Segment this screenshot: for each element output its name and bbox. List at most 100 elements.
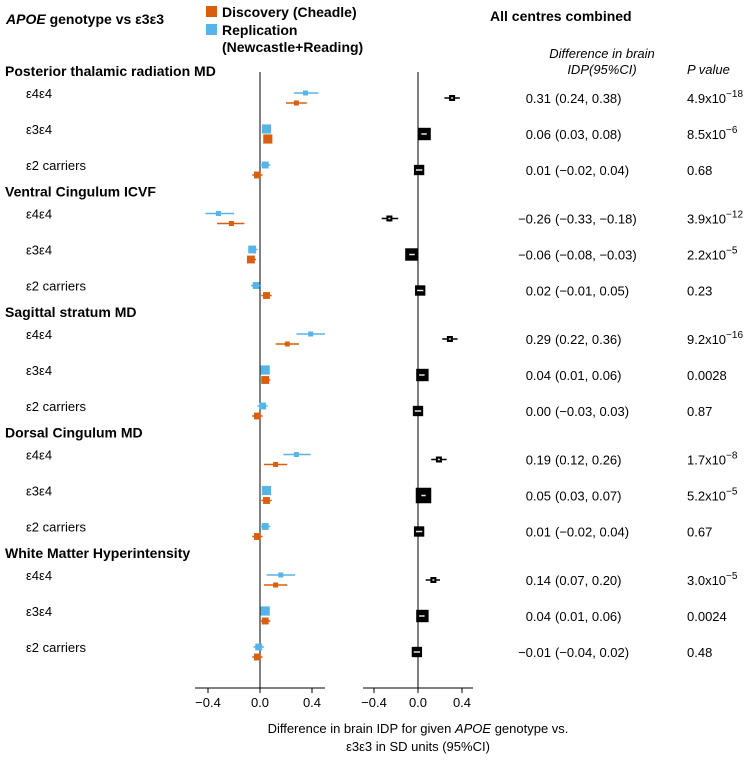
p-value: 1.7x10−8	[687, 451, 738, 468]
combined-value: 0.02	[526, 284, 551, 299]
p-value: 0.68	[687, 163, 712, 178]
combined-value: 0.01	[526, 163, 551, 178]
discovery-point	[293, 100, 299, 106]
x-axis-label-line2: ε3ε3 in SD units (95%CI)	[346, 739, 490, 754]
replication-point	[215, 211, 221, 216]
discovery-point	[263, 134, 273, 144]
combined-value: −0.06	[518, 248, 551, 263]
p-value: 4.9x10−18	[687, 89, 743, 106]
diff-column-header-line2: IDP(95%CI)	[567, 62, 636, 77]
combined-value: 0.29	[526, 332, 551, 347]
row-label: ε4ε4	[26, 207, 52, 222]
p-value: 0.87	[687, 404, 712, 419]
combined-ci-text: (0.01, 0.06)	[555, 609, 622, 624]
replication-point	[261, 124, 272, 134]
group-title: Dorsal Cingulum MD	[5, 425, 143, 441]
combined-value: 0.05	[526, 489, 551, 504]
p-value: 0.23	[687, 284, 712, 299]
p-value: 8.5x10−6	[687, 125, 738, 142]
combined-ci-text: (0.03, 0.07)	[555, 489, 622, 504]
row-label: ε2 carriers	[26, 640, 86, 655]
p-value: 2.2x10−5	[687, 246, 738, 263]
combined-ci-text: (0.24, 0.38)	[555, 91, 622, 106]
combined-ci-text: (0.07, 0.20)	[555, 573, 622, 588]
discovery-point	[273, 582, 279, 588]
combined-value: 0.04	[526, 609, 551, 624]
replication-point	[248, 245, 257, 254]
discovery-point	[253, 653, 261, 661]
combined-value: 0.01	[526, 525, 551, 540]
replication-point	[260, 606, 270, 616]
combined-ci-text: (−0.08, −0.03)	[555, 248, 637, 263]
discovery-point	[284, 341, 290, 347]
combined-ci-text: (0.03, 0.08)	[555, 127, 622, 142]
row-label: ε3ε4	[26, 243, 52, 258]
row-label: ε2 carriers	[26, 158, 86, 173]
group-title: White Matter Hyperintensity	[5, 545, 190, 561]
p-value: 0.67	[687, 525, 712, 540]
combined-value: 0.06	[526, 127, 551, 142]
row-label: ε4ε4	[26, 568, 52, 583]
replication-point	[260, 365, 270, 375]
p-value: 3.9x10−12	[687, 210, 743, 227]
right-x-tick-label: 0.4	[453, 695, 471, 710]
replication-point	[259, 402, 267, 410]
discovery-point	[228, 221, 234, 226]
group-title: Posterior thalamic radiation MD	[5, 63, 216, 79]
figure-title: APOE genotype vs ε3ε3	[5, 11, 164, 27]
combined-ci-text: (0.01, 0.06)	[555, 368, 622, 383]
discovery-point	[261, 376, 270, 384]
group-title: Ventral Cingulum ICVF	[5, 184, 156, 200]
combined-value: 0.14	[526, 573, 551, 588]
discovery-point	[253, 412, 261, 420]
p-value: 9.2x10−16	[687, 330, 743, 347]
row-label: ε2 carriers	[26, 279, 86, 294]
combined-value: 0.19	[526, 453, 551, 468]
discovery-point	[246, 255, 255, 264]
row-label: ε3ε4	[26, 122, 52, 137]
replication-point	[308, 331, 314, 337]
combined-ci-text: (−0.03, 0.03)	[555, 404, 629, 419]
combined-value: 0.00	[526, 404, 551, 419]
discovery-point	[261, 617, 269, 625]
legend-replication-label-2: (Newcastle+Reading)	[222, 39, 363, 55]
combined-ci-text: (0.22, 0.36)	[555, 332, 622, 347]
left-x-tick-label: 0.4	[303, 695, 321, 710]
replication-point	[278, 572, 284, 578]
discovery-point	[253, 171, 261, 179]
right-x-tick-label: 0.0	[409, 695, 427, 710]
replication-point	[252, 282, 260, 289]
row-label: ε2 carriers	[26, 520, 86, 535]
combined-value: 0.31	[526, 91, 551, 106]
left-x-tick-label: −0.4	[195, 695, 221, 710]
discovery-point	[263, 292, 270, 299]
combined-ci-text: (0.12, 0.26)	[555, 453, 622, 468]
combined-ci-text: (−0.02, 0.04)	[555, 525, 629, 540]
replication-point	[255, 643, 263, 651]
legend-discovery-label: Discovery (Cheadle)	[222, 4, 357, 20]
right-x-tick-label: −0.4	[361, 695, 387, 710]
p-value: 0.0024	[687, 609, 727, 624]
replication-point	[261, 485, 272, 496]
p-value: 0.0028	[687, 368, 727, 383]
combined-ci-text: (−0.33, −0.18)	[555, 212, 637, 227]
replication-point	[261, 523, 269, 530]
combined-value: 0.04	[526, 368, 551, 383]
combined-value: −0.01	[518, 645, 551, 660]
p-value: 5.2x10−5	[687, 487, 738, 504]
left-x-tick-label: 0.0	[251, 695, 269, 710]
row-label: ε2 carriers	[26, 399, 86, 414]
combined-ci-text: (−0.04, 0.02)	[555, 645, 629, 660]
discovery-point	[253, 533, 261, 540]
row-label: ε4ε4	[26, 327, 52, 342]
row-label: ε3ε4	[26, 604, 52, 619]
legend-replication-swatch	[206, 24, 217, 35]
combined-value: −0.26	[518, 212, 551, 227]
combined-ci-text: (−0.02, 0.04)	[555, 163, 629, 178]
combined-ci-text: (−0.01, 0.05)	[555, 284, 629, 299]
p-value: 3.0x10−5	[687, 571, 738, 588]
p-value-column-header: P value	[687, 62, 730, 77]
replication-point	[293, 452, 299, 457]
replication-point	[261, 161, 269, 169]
